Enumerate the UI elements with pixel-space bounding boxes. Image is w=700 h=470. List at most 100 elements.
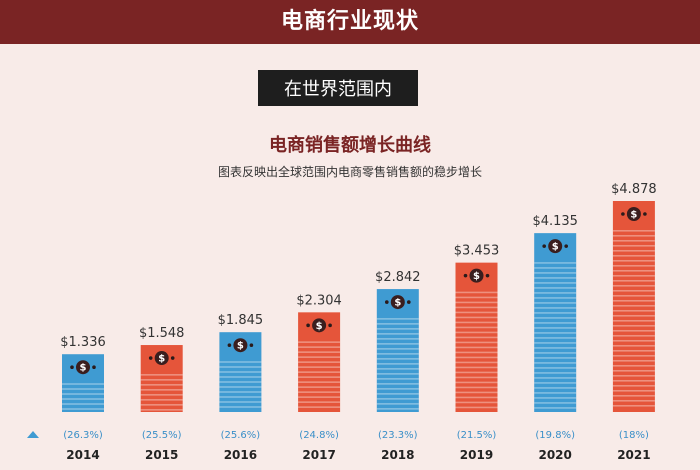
dollar-coin-icon — [548, 239, 563, 254]
bar-stripe — [612, 275, 655, 277]
bar-stripe — [612, 375, 655, 377]
bar-stripe — [612, 335, 655, 337]
coin-dot — [70, 365, 74, 370]
bar-group: $ $3.453 (21.5%) 2019 — [454, 244, 500, 462]
bar-stripe — [534, 312, 577, 314]
bar-stripe — [612, 355, 655, 357]
dollar-sign: $ — [394, 298, 401, 309]
year-label: 2017 — [302, 448, 335, 462]
bar-stripe — [612, 325, 655, 327]
growth-label: (21.5%) — [457, 430, 497, 441]
bar — [612, 201, 655, 412]
bar-stripe — [455, 396, 498, 399]
bar-stripe — [376, 358, 419, 360]
bar-stripe — [534, 377, 577, 379]
bar-stripe — [140, 394, 183, 396]
value-label: $1.336 — [60, 335, 106, 350]
bar-stripe — [612, 350, 655, 352]
bar-stripe — [455, 306, 498, 309]
coin-dot — [643, 212, 647, 216]
bar-stripe — [455, 311, 498, 314]
dollar-coin-icon — [469, 268, 484, 283]
bar-stripe — [612, 345, 655, 347]
bar-stripe — [534, 367, 577, 369]
bar-stripe — [534, 347, 577, 349]
bar-stripe — [298, 391, 341, 393]
value-label: $3.453 — [454, 244, 500, 259]
bar-stripe — [612, 340, 655, 342]
bar-stripe — [534, 297, 577, 299]
bar-group: $ $4.878 (18%) 2021 — [611, 182, 657, 462]
bar-group: $ $2.842 (23.3%) 2018 — [375, 270, 421, 462]
bar-group: $ $1.336 (26.3%) 2014 — [60, 335, 106, 462]
bar-stripe — [62, 393, 104, 395]
bar-stripe — [298, 361, 341, 363]
bar — [376, 289, 419, 412]
bar-stripe — [376, 408, 419, 410]
bar-stripe — [534, 357, 577, 359]
bar-stripe — [534, 362, 577, 364]
bar-stripe — [455, 376, 498, 379]
bar-stripe — [534, 272, 577, 274]
year-label: 2020 — [538, 448, 571, 462]
bar-stripe — [455, 296, 498, 299]
bar-stripe — [534, 282, 577, 284]
growth-label: (26.3%) — [63, 430, 103, 441]
bar-stripe — [534, 407, 577, 409]
bar-stripe — [612, 330, 655, 332]
bar-stripe — [62, 398, 104, 400]
bar-stripe — [612, 290, 655, 292]
growth-label: (18%) — [619, 430, 649, 441]
bar-stripe — [455, 336, 498, 339]
bar-stripe — [612, 240, 655, 242]
bar-stripe — [376, 323, 419, 325]
bar-stripe — [298, 401, 341, 403]
bar-stripe — [612, 315, 655, 317]
value-label: $4.878 — [611, 182, 657, 197]
dollar-sign: $ — [630, 210, 637, 221]
bar-stripe — [298, 386, 341, 388]
bar-stripe — [455, 356, 498, 359]
bar-stripe — [455, 401, 498, 404]
dollar-sign: $ — [237, 341, 244, 352]
bar-stripe — [298, 341, 341, 343]
coin-dot — [92, 365, 96, 370]
bar-stripe — [376, 328, 419, 330]
bar-stripe — [376, 343, 419, 345]
bar-stripe — [62, 403, 104, 405]
bar-stripe — [612, 295, 655, 297]
bar-stripe — [376, 338, 419, 340]
bar-stripe — [455, 291, 498, 294]
dollar-coin-icon — [154, 351, 169, 366]
value-label: $1.548 — [139, 326, 185, 341]
bar-stripe — [219, 376, 262, 378]
bar-stripe — [612, 390, 655, 392]
bar-stripe — [534, 327, 577, 329]
growth-label: (25.6%) — [221, 430, 261, 441]
bar-stripe — [376, 383, 419, 385]
dollar-coin-icon — [233, 338, 248, 353]
bar-stripe — [219, 406, 262, 408]
year-label: 2019 — [460, 448, 493, 462]
bar-stripe — [376, 318, 419, 320]
chart-title: 电商销售额增长曲线 — [269, 135, 431, 156]
bar-stripe — [534, 317, 577, 319]
bar-stripe — [219, 396, 262, 398]
header-banner: 电商行业现状 — [0, 0, 700, 44]
coin-dot — [564, 244, 568, 248]
bar-stripe — [455, 341, 498, 344]
coin-dot — [621, 212, 625, 216]
bar — [534, 233, 577, 412]
bar-group: $ $4.135 (19.8%) 2020 — [532, 214, 578, 462]
growth-label: (19.8%) — [535, 430, 575, 441]
up-arrow-icon — [27, 431, 39, 438]
bar-stripe — [534, 332, 577, 334]
coin-dot — [407, 300, 411, 304]
bar-stripe — [612, 255, 655, 257]
coin-dot — [385, 300, 389, 304]
growth-label: (23.3%) — [378, 430, 418, 441]
dollar-sign: $ — [552, 242, 559, 253]
bar-stripe — [62, 408, 104, 410]
bar-stripe — [612, 365, 655, 367]
coin-dot — [542, 244, 546, 248]
